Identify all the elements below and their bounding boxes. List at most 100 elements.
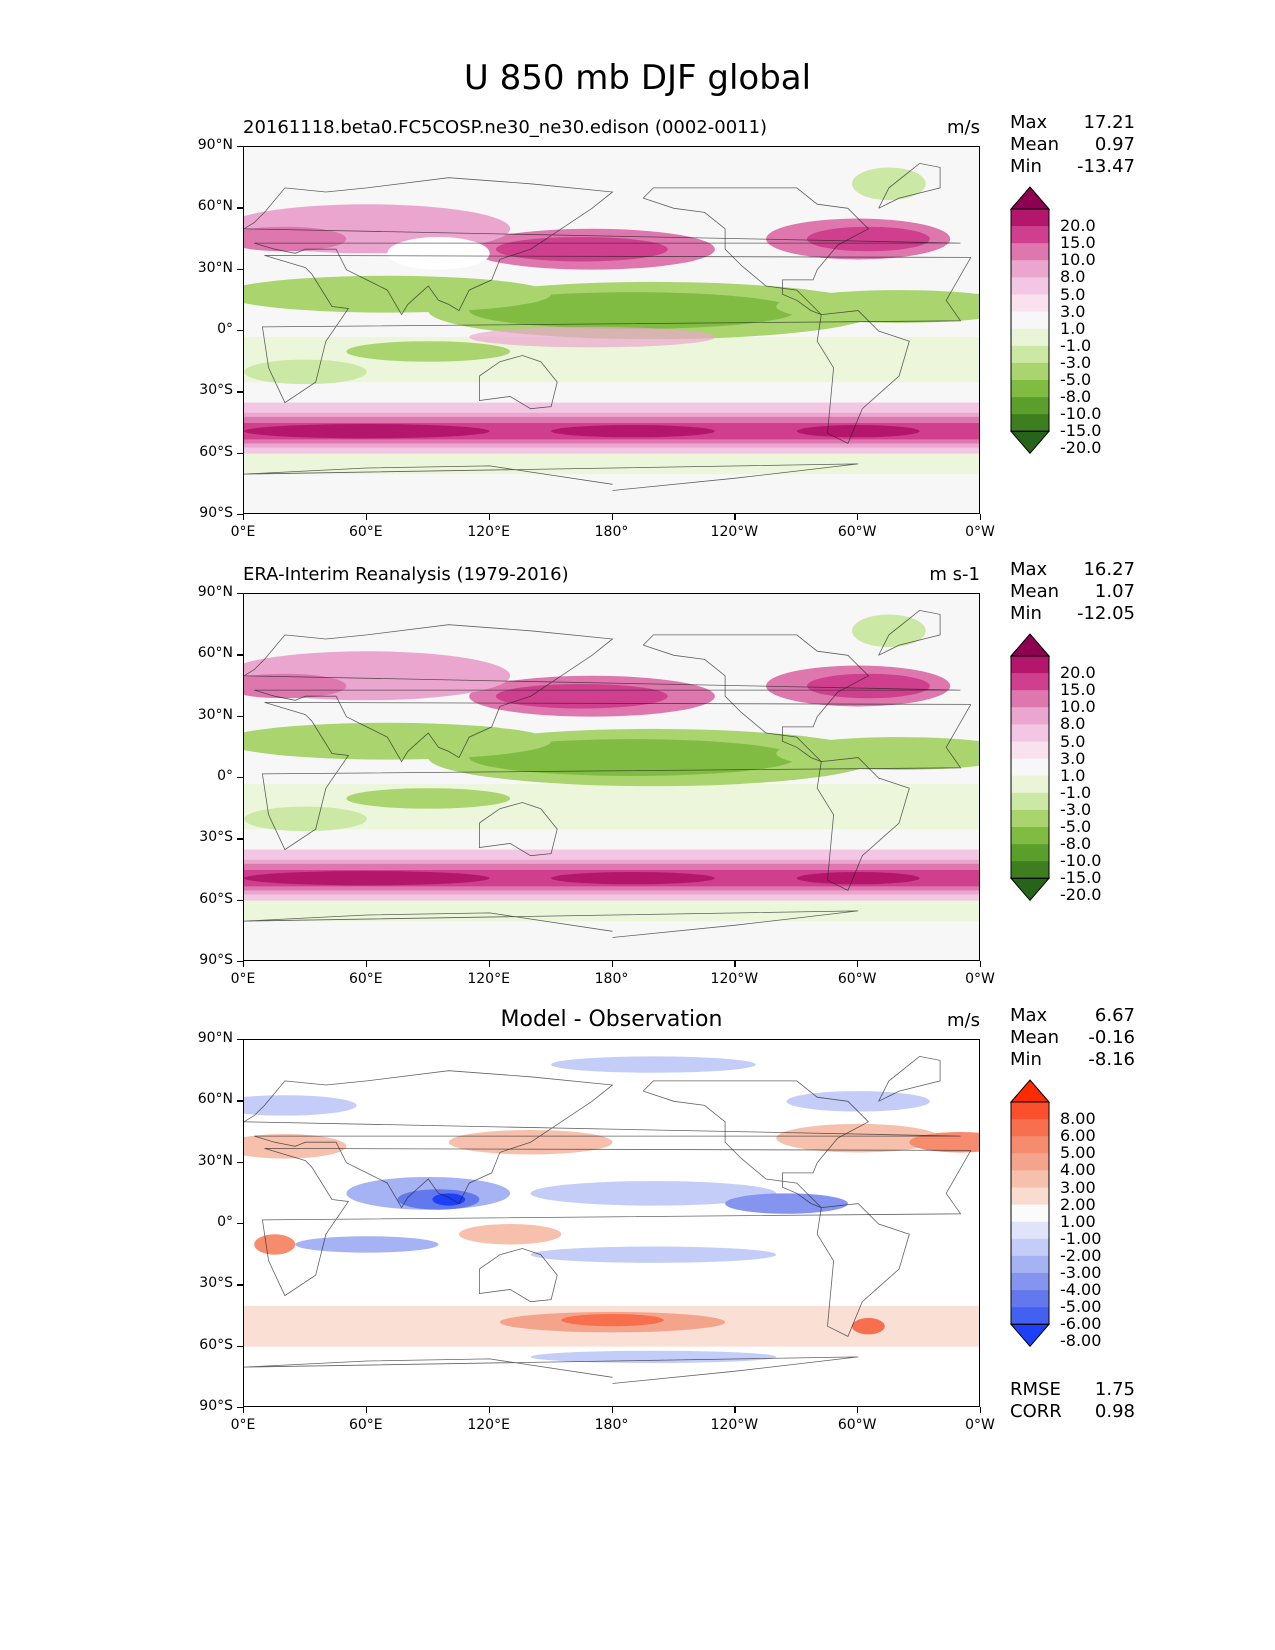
colorbar-tick-label: 1.0 xyxy=(1060,318,1086,338)
colorbar-extend-top xyxy=(1010,186,1050,210)
colorbar-tick-label: -4.00 xyxy=(1060,1280,1102,1300)
stats-block: Max 17.21 Mean 0.97 Min -13.47 xyxy=(1010,112,1135,178)
field-band xyxy=(244,784,979,830)
y-tick-mark xyxy=(237,268,243,270)
field-contour xyxy=(530,1350,777,1364)
y-tick-label: 60°N xyxy=(197,198,233,215)
coastline xyxy=(244,910,859,938)
field-band xyxy=(244,900,979,922)
colorbar-tick-label: -10.0 xyxy=(1060,404,1102,424)
x-tick-mark xyxy=(243,514,245,520)
y-tick-mark xyxy=(237,330,243,332)
map-plot xyxy=(243,1039,980,1407)
y-tick-mark xyxy=(237,961,243,963)
stat-min-label: Min xyxy=(1010,1049,1042,1070)
x-tick-label: 0°E xyxy=(230,1417,256,1433)
y-tick-label: 0° xyxy=(217,321,233,337)
x-tick-label: 60°W xyxy=(837,971,877,987)
field-contour xyxy=(530,1246,777,1263)
coastline xyxy=(642,187,870,315)
y-tick-label: 0° xyxy=(217,768,233,784)
stat-mean-label: Mean xyxy=(1010,1027,1060,1048)
colorbar-tick-label: 15.0 xyxy=(1060,233,1096,253)
y-tick-mark xyxy=(237,899,243,901)
colorbar-segment xyxy=(1011,775,1049,794)
colorbar-segment xyxy=(1011,1187,1049,1206)
x-tick-label: 60°W xyxy=(837,524,877,540)
colorbar-extend-top xyxy=(1010,633,1050,657)
colorbar-tick-label: -15.0 xyxy=(1060,868,1102,888)
field-contour xyxy=(469,292,797,329)
y-tick-label: 30°S xyxy=(199,1275,233,1292)
y-tick-mark xyxy=(237,452,243,454)
x-tick-mark xyxy=(611,514,613,520)
map-field xyxy=(244,594,979,960)
field-contour xyxy=(244,226,347,252)
field-band xyxy=(244,453,979,475)
x-tick-label: 180° xyxy=(594,1417,629,1433)
colorbar-segment xyxy=(1011,1290,1049,1308)
coastline xyxy=(878,609,941,656)
colorbar-segment xyxy=(1011,758,1049,777)
map-plot xyxy=(243,593,980,961)
y-tick-label: 60°S xyxy=(199,1336,233,1353)
colorbar-tick-label: -1.00 xyxy=(1060,1228,1102,1248)
field-contour xyxy=(776,290,979,323)
y-tick-label: 60°S xyxy=(199,443,233,460)
field-contour xyxy=(346,341,511,362)
coastline xyxy=(478,355,558,410)
colorbar-tick-label: 20.0 xyxy=(1060,663,1096,683)
field-contour xyxy=(786,1091,930,1112)
colorbar-segment xyxy=(1011,1136,1049,1154)
x-tick-mark xyxy=(488,1407,490,1413)
stat-corr-label: CORR xyxy=(1010,1401,1062,1422)
colorbar-segment xyxy=(1011,1221,1049,1240)
field-contour xyxy=(244,722,552,760)
colorbar-tick-label: 5.0 xyxy=(1060,731,1086,751)
y-tick-mark xyxy=(237,207,243,209)
field-contour xyxy=(244,806,367,832)
field-contour xyxy=(776,737,979,770)
stat-max: Max 17.21 xyxy=(1010,112,1135,134)
field-contour xyxy=(244,275,552,313)
colorbar-tick-label: 8.0 xyxy=(1060,267,1086,287)
panel-title: ERA-Interim Reanalysis (1979-2016) xyxy=(243,564,569,585)
stat-mean: Mean -0.16 xyxy=(1010,1027,1135,1049)
x-tick-label: 120°W xyxy=(710,524,759,540)
x-tick-label: 0°E xyxy=(230,971,256,987)
colorbar-extend-bottom xyxy=(1010,430,1050,455)
units-label: m s-1 xyxy=(929,564,980,585)
stat-max-value: 17.21 xyxy=(1083,112,1135,133)
colorbar-extend-bottom xyxy=(1010,1323,1050,1348)
map-field xyxy=(244,1040,979,1406)
colorbar-segment xyxy=(1011,1119,1049,1137)
colorbar-tick-label: -20.0 xyxy=(1060,885,1102,905)
y-tick-mark xyxy=(237,654,243,656)
coastline xyxy=(878,1055,941,1102)
stat-rmse-label: RMSE xyxy=(1010,1379,1061,1400)
coastline xyxy=(878,162,941,209)
colorbar-tick-label: 10.0 xyxy=(1060,697,1096,717)
x-tick-mark xyxy=(980,1407,982,1413)
colorbar-segment xyxy=(1011,277,1049,295)
coastline xyxy=(261,1148,972,1297)
field-contour xyxy=(561,1313,664,1327)
colorbar-tick-label: -3.00 xyxy=(1060,1263,1102,1282)
colorbar-frame xyxy=(1010,655,1050,879)
x-tick-label: 120°W xyxy=(710,971,759,987)
y-tick-mark xyxy=(237,1284,243,1286)
map-plot xyxy=(243,146,980,514)
colorbar-tick-label: -20.0 xyxy=(1060,438,1102,458)
colorbar-tick-label: -8.0 xyxy=(1060,387,1092,407)
panel-title: Model - Observation xyxy=(500,1007,723,1032)
colorbar-segment xyxy=(1011,294,1049,313)
colorbar-segment xyxy=(1011,260,1049,278)
y-tick-label: 30°N xyxy=(197,259,233,276)
x-tick-mark xyxy=(365,1407,368,1413)
colorbar-tick-label: 20.0 xyxy=(1060,216,1096,236)
y-tick-label: 30°N xyxy=(197,1152,233,1169)
stat-corr: CORR 0.98 xyxy=(1010,1401,1135,1423)
colorbar-tick-label: -8.0 xyxy=(1060,834,1092,854)
colorbar-tick-label: 1.00 xyxy=(1060,1211,1096,1231)
colorbar-segment xyxy=(1011,1238,1049,1257)
